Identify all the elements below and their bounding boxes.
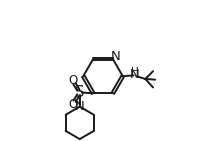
Text: N: N [130,68,140,81]
Text: H: H [131,67,139,77]
Text: N: N [75,100,85,113]
Text: S: S [75,85,84,100]
Text: O: O [68,74,77,87]
Text: O: O [68,98,77,111]
Text: N: N [111,50,120,63]
